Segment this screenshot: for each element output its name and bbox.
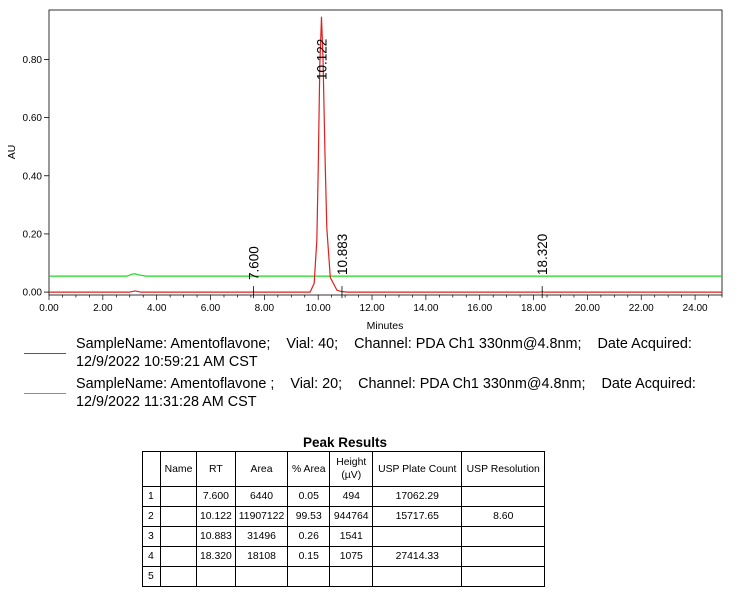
table-cell: 0.15 — [287, 546, 331, 567]
x-tick-label: 20.00 — [575, 303, 600, 314]
chromatogram-chart: 0.00 0.20 0.40 0.60 0.80 0.00 2.00 4.00 6.00 8.0… — [6, 9, 723, 332]
x-tick-label: 16.00 — [467, 303, 492, 314]
peak-label: 7.600 — [247, 246, 262, 280]
table-row: 2 10.122 11907122 99.53 944764 15717.65 … — [142, 506, 546, 527]
table-cell — [461, 566, 546, 587]
y-axis-label: AU — [6, 145, 18, 160]
table-cell — [461, 486, 546, 507]
legend-text: SampleName: Amentoflavone; Vial: 40; Cha… — [76, 336, 692, 370]
table-cell: 494 — [329, 486, 374, 507]
table-cell: 11907122 — [234, 506, 289, 527]
table-cell: 7.600 — [196, 486, 236, 507]
x-tick-label: 24.00 — [683, 303, 708, 314]
header-cell: % Area — [287, 451, 331, 487]
header-cell: USP Plate Count — [372, 451, 463, 487]
table-cell — [160, 506, 197, 527]
table-cell — [160, 566, 197, 587]
table-cell: 2 — [142, 506, 161, 527]
table-cell — [234, 566, 289, 587]
table-cell: 8.60 — [461, 506, 546, 527]
plot-frame — [48, 9, 723, 296]
series-line-green — [49, 273, 722, 277]
table-cell: 0.05 — [287, 486, 331, 507]
legend-text: SampleName: Amentoflavone ; Vial: 20; Ch… — [76, 376, 696, 410]
x-tick-label: 4.00 — [147, 303, 167, 314]
x-tick-label: 12.00 — [360, 303, 385, 314]
x-tick-label: 10.00 — [306, 303, 331, 314]
legend-entry: SampleName: Amentoflavone ; Vial: 20; Ch… — [22, 375, 752, 415]
table-cell: 18108 — [234, 546, 289, 567]
table-cell: 31496 — [234, 526, 289, 547]
x-tick-label: 8.00 — [255, 303, 275, 314]
table-cell — [461, 526, 546, 547]
x-axis-label: Minutes — [367, 320, 404, 332]
table-cell: 4 — [142, 546, 161, 567]
header-cell: RT — [196, 451, 236, 487]
table-row: 4 18.320 18108 0.15 1075 27414.33 — [142, 546, 546, 567]
x-tick-label: 22.00 — [629, 303, 654, 314]
peak-label: 18.320 — [535, 234, 550, 275]
table-cell: 1075 — [329, 546, 374, 567]
table-cell — [372, 566, 463, 587]
table-cell: 10.883 — [196, 526, 236, 547]
peak-label: 10.122 — [315, 39, 330, 80]
table-cell: 10.122 — [196, 506, 236, 527]
table-cell: 0.26 — [287, 526, 331, 547]
peak-label: 10.883 — [335, 234, 350, 275]
peak-results-table: Name RT Area % Area Height (µV) USP Plat… — [142, 451, 546, 587]
legend-swatch-red — [24, 353, 66, 354]
table-cell — [160, 486, 197, 507]
table-cell: 6440 — [234, 486, 289, 507]
table-cell: 5 — [142, 566, 161, 587]
series-line-red — [49, 16, 722, 293]
x-tick-label: 6.00 — [201, 303, 221, 314]
table-cell: 99.53 — [287, 506, 331, 527]
table-cell — [160, 526, 197, 547]
header-cell: USP Resolution — [461, 451, 546, 487]
table-cell: 15717.65 — [372, 506, 463, 527]
legend-swatch-green — [24, 393, 66, 394]
x-tick-label: 2.00 — [93, 303, 113, 314]
table-row: 1 7.600 6440 0.05 494 17062.29 — [142, 486, 546, 507]
header-cell: Area — [234, 451, 289, 487]
table-cell — [160, 546, 197, 567]
table-cell — [372, 526, 463, 547]
table-title: Peak Results — [302, 435, 388, 450]
y-tick-label: 0.20 — [23, 229, 43, 240]
table-cell: 18.320 — [196, 546, 236, 567]
y-tick-label: 0.40 — [23, 171, 43, 182]
table-cell — [329, 566, 374, 587]
table-cell: 1541 — [329, 526, 374, 547]
table-cell — [461, 546, 546, 567]
header-cell: Height (µV) — [329, 451, 374, 487]
header-cell: Name — [160, 451, 197, 487]
y-tick-label: 0.60 — [23, 113, 43, 124]
table-cell: 1 — [142, 486, 161, 507]
table-row: 3 10.883 31496 0.26 1541 — [142, 526, 546, 547]
table-cell — [196, 566, 236, 587]
table-header-row: Name RT Area % Area Height (µV) USP Plat… — [142, 451, 546, 487]
x-tick-label: 18.00 — [521, 303, 546, 314]
y-tick-label: 0.00 — [23, 288, 43, 299]
x-tick-label: 0.00 — [39, 303, 59, 314]
table-cell: 27414.33 — [372, 546, 463, 567]
table-cell: 3 — [142, 526, 161, 547]
legend: SampleName: Amentoflavone; Vial: 40; Cha… — [22, 335, 752, 415]
header-cell — [142, 451, 161, 487]
table-cell: 17062.29 — [372, 486, 463, 507]
table-cell: 944764 — [329, 506, 374, 527]
table-row: 5 — [142, 566, 546, 587]
x-tick-label: 14.00 — [413, 303, 438, 314]
table-cell — [287, 566, 331, 587]
legend-entry: SampleName: Amentoflavone; Vial: 40; Cha… — [22, 335, 752, 375]
y-tick-label: 0.80 — [23, 55, 43, 66]
